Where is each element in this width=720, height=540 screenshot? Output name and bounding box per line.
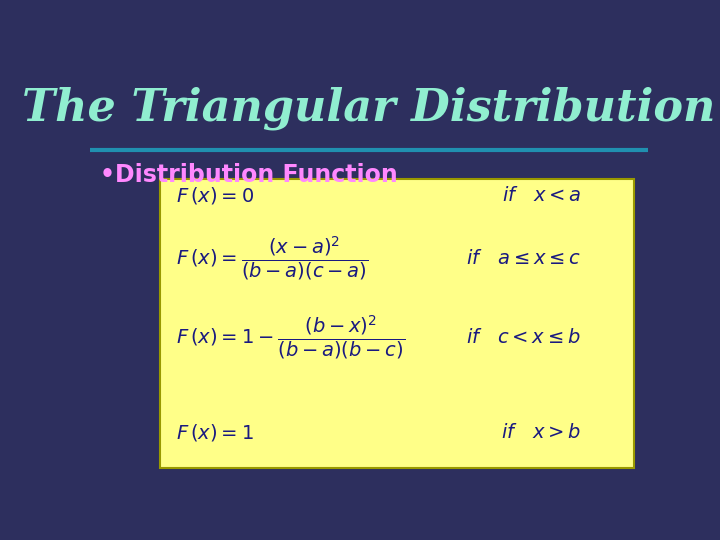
- Text: The Triangular Distribution: The Triangular Distribution: [22, 87, 716, 130]
- Text: $F\,(x)=1$: $F\,(x)=1$: [176, 422, 254, 443]
- Text: $F\,(x)=1-\dfrac{\left(b-x\right)^{2}}{\left(b-a\right)\left(b-c\right)}$: $F\,(x)=1-\dfrac{\left(b-x\right)^{2}}{\…: [176, 313, 405, 361]
- Text: $if\quad x>b$: $if\quad x>b$: [501, 423, 581, 442]
- FancyBboxPatch shape: [160, 179, 634, 468]
- Text: •Distribution Function: •Distribution Function: [100, 163, 397, 187]
- Text: $if\quad c<x\leq b$: $if\quad c<x\leq b$: [466, 328, 581, 347]
- Text: $if\quad x<a$: $if\quad x<a$: [502, 186, 581, 205]
- Text: $F\,(x)=\dfrac{\left(x-a\right)^{2}}{\left(b-a\right)\left(c-a\right)}$: $F\,(x)=\dfrac{\left(x-a\right)^{2}}{\le…: [176, 234, 369, 282]
- Text: $if\quad a\leq x\leq c$: $if\quad a\leq x\leq c$: [466, 248, 581, 268]
- Text: $F\,(x)=0$: $F\,(x)=0$: [176, 185, 255, 206]
